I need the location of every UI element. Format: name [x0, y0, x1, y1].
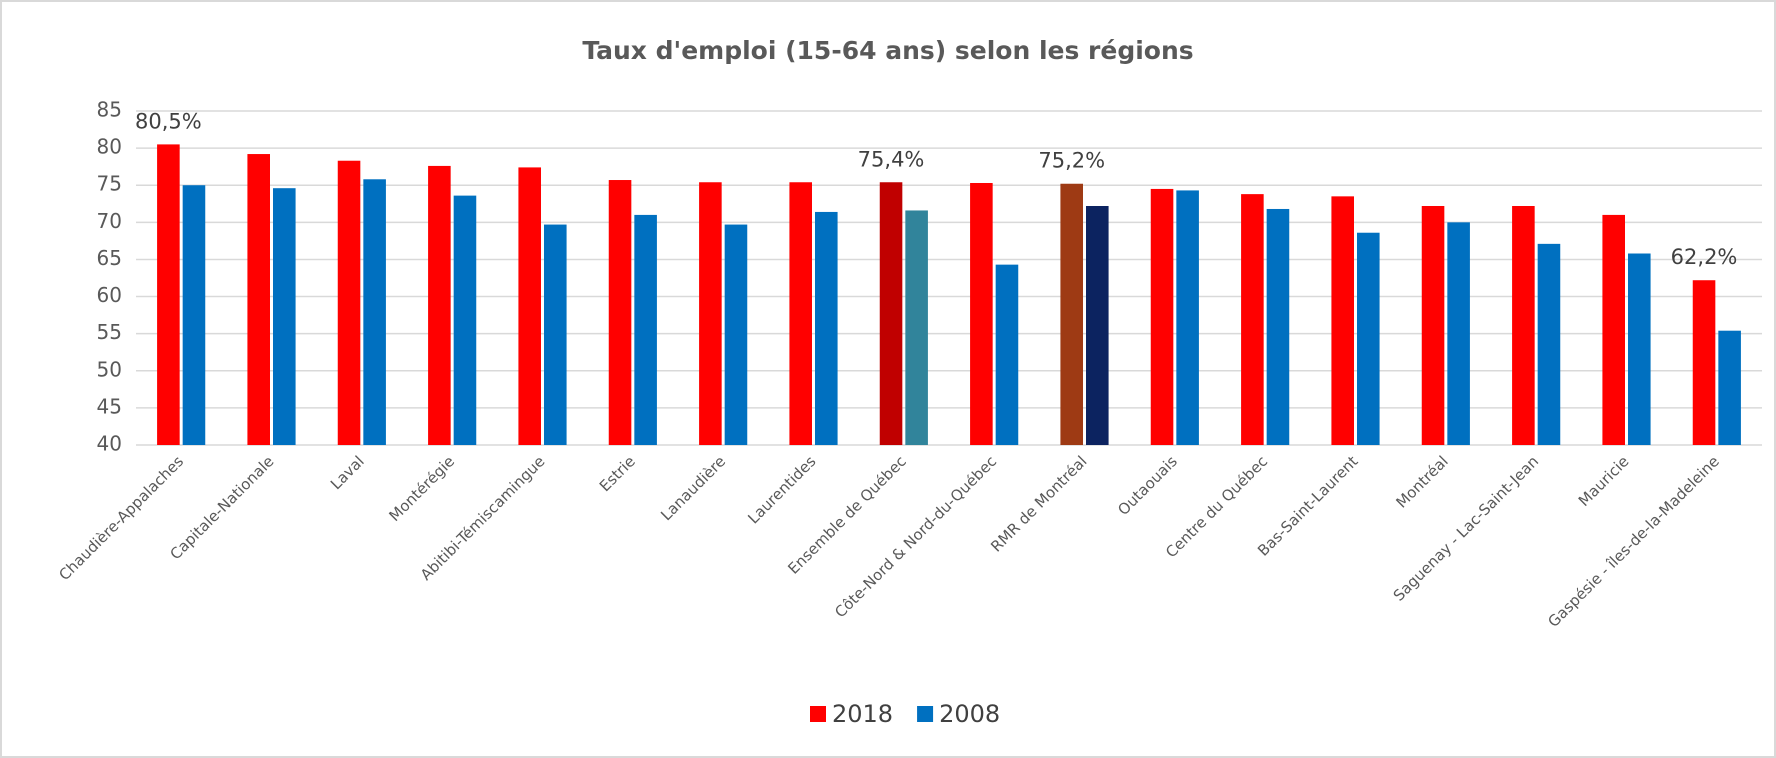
bar	[724, 224, 748, 445]
bar	[157, 144, 180, 445]
bar	[518, 167, 541, 446]
y-tick-label: 75	[97, 172, 122, 196]
legend-label: 2008	[939, 700, 1000, 728]
bar	[1060, 183, 1083, 445]
bar	[789, 182, 812, 445]
y-tick-label: 50	[97, 357, 122, 381]
y-tick-label: 65	[97, 246, 122, 270]
bar	[1421, 206, 1445, 445]
chart-title: Taux d'emploi (15-64 ans) selon les régi…	[582, 36, 1193, 65]
y-tick-label: 40	[97, 432, 122, 456]
bar	[1447, 222, 1470, 445]
bar	[608, 180, 632, 445]
bar	[879, 182, 903, 445]
data-label: 62,2%	[1671, 245, 1738, 269]
data-label: 75,4%	[858, 147, 925, 171]
bar	[363, 179, 386, 446]
bar	[182, 185, 206, 445]
bar	[453, 195, 477, 445]
bar	[1692, 280, 1716, 445]
bar	[247, 154, 270, 445]
bar	[1718, 330, 1741, 445]
y-tick-label: 85	[97, 98, 122, 122]
bar	[699, 182, 722, 445]
bar	[1266, 208, 1290, 445]
data-label: 75,2%	[1038, 149, 1105, 173]
y-tick-label: 45	[97, 394, 122, 418]
bar	[1602, 214, 1625, 445]
bar	[428, 165, 451, 445]
legend-swatch	[810, 706, 826, 722]
bar	[634, 214, 657, 445]
y-tick-label: 70	[97, 209, 122, 233]
bar	[995, 264, 1019, 445]
bar	[337, 160, 361, 445]
bar	[905, 210, 928, 445]
legend-swatch	[917, 706, 934, 722]
y-tick-label: 80	[97, 135, 122, 159]
bar	[1537, 243, 1561, 445]
legend-label: 2018	[832, 700, 893, 728]
bar	[1241, 194, 1264, 445]
bar	[1331, 196, 1354, 445]
y-tick-label: 60	[97, 283, 122, 307]
bar	[273, 188, 296, 446]
bar	[1086, 206, 1109, 445]
bar	[1357, 232, 1380, 445]
bar	[970, 182, 993, 446]
bar	[1176, 190, 1199, 445]
bar	[1150, 188, 1174, 445]
bar	[815, 211, 838, 445]
bar	[544, 224, 567, 445]
bar	[1512, 206, 1535, 445]
y-tick-label: 55	[97, 320, 122, 344]
bar	[1628, 253, 1651, 445]
data-label: 80,5%	[135, 109, 202, 133]
